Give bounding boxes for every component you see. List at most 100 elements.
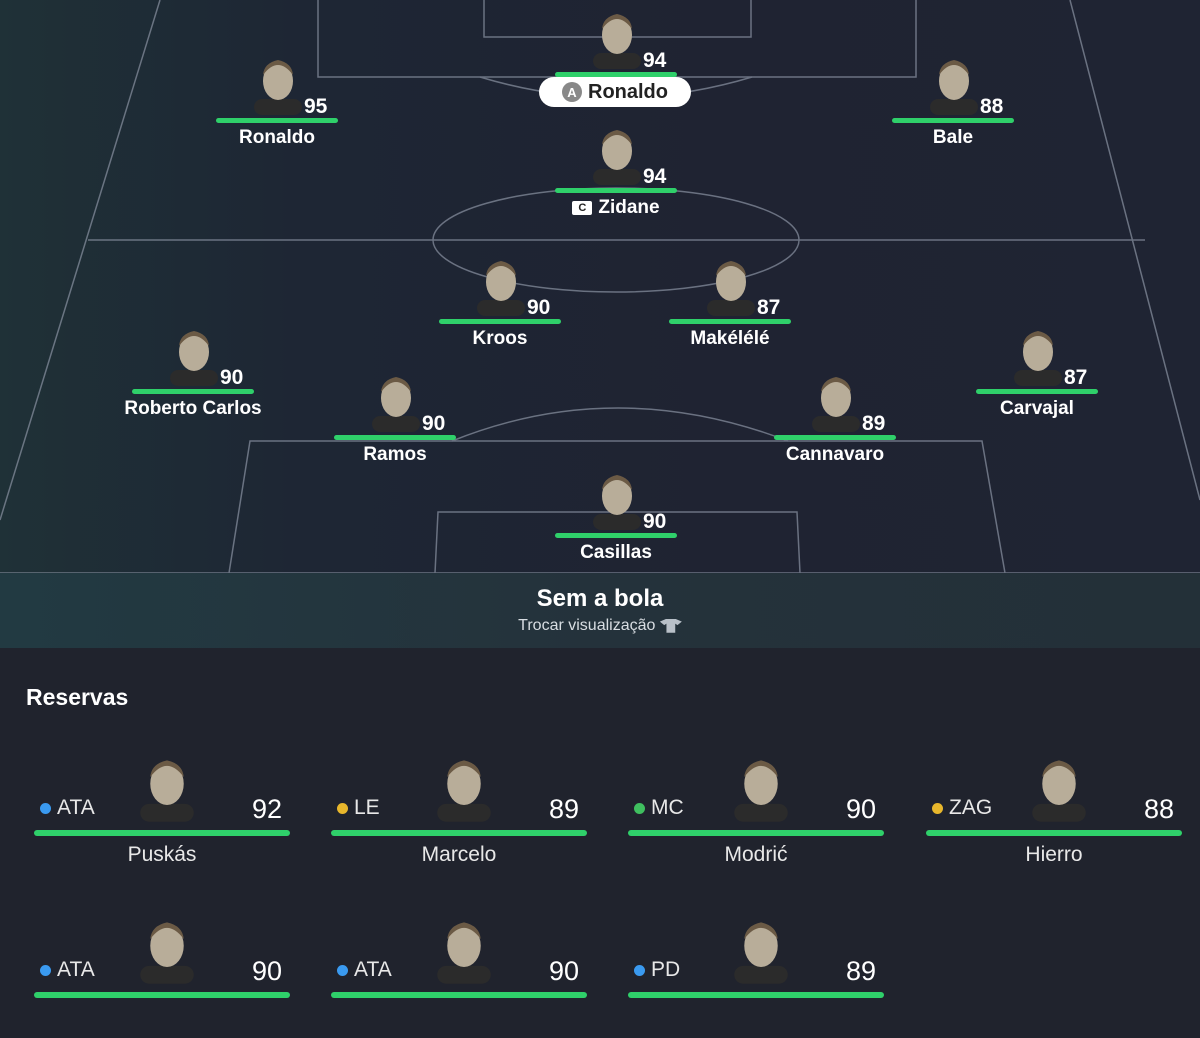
fitness-bar	[334, 435, 456, 440]
player-portrait	[591, 466, 643, 530]
pitch-player[interactable]: 94 A Ronaldo	[539, 5, 691, 115]
player-name: Ramos	[363, 444, 427, 465]
pitch-player[interactable]: 90 Casillas	[551, 466, 681, 576]
pitch-lines	[0, 0, 1200, 573]
player-position: ATA	[354, 958, 392, 981]
player-position: ZAG	[949, 796, 993, 819]
player-name: Carvajal	[1000, 398, 1074, 419]
toggle-view-link[interactable]: Trocar visualização	[518, 617, 656, 634]
player-position: ATA	[57, 958, 95, 981]
player-name: Casillas	[580, 542, 652, 563]
player-name: Zidane	[598, 197, 660, 218]
assistant-captain-icon: A	[562, 82, 582, 102]
position-dot-icon	[337, 802, 348, 814]
player-portrait	[732, 746, 790, 826]
shirt-swap-icon	[659, 618, 682, 633]
player-rating: 92	[251, 794, 282, 824]
fitness-bar	[628, 992, 884, 998]
position-dot-icon	[634, 802, 645, 814]
reserve-player[interactable]: LE 89 Marcelo	[331, 746, 587, 876]
reserve-player[interactable]: PD 89	[628, 908, 884, 1038]
player-portrait	[928, 51, 980, 115]
fitness-bar	[976, 389, 1098, 394]
pitch-player[interactable]: 87 Makélélé	[665, 252, 795, 362]
pitch-player[interactable]: 87 Carvajal	[972, 322, 1102, 432]
player-rating: 90	[527, 296, 551, 319]
reserves-title: Reservas	[26, 684, 129, 710]
reserve-player[interactable]: ATA 90	[34, 908, 290, 1038]
player-portrait	[1012, 322, 1064, 386]
player-portrait	[252, 51, 304, 115]
player-position: ATA	[57, 796, 95, 819]
pitch-player[interactable]: 90 Ramos	[330, 368, 460, 478]
position-dot-icon	[40, 802, 51, 814]
pitch-player[interactable]: 88 Bale	[888, 51, 1018, 161]
player-portrait	[138, 746, 196, 826]
player-name: Bale	[932, 127, 974, 148]
player-rating: 88	[980, 95, 1004, 118]
position-dot-icon	[337, 964, 348, 976]
player-rating: 90	[845, 794, 876, 824]
player-portrait	[370, 368, 422, 432]
player-rating: 95	[304, 95, 328, 118]
player-name: Puskás	[127, 843, 197, 866]
fitness-bar	[892, 118, 1014, 123]
player-portrait	[705, 252, 757, 316]
player-portrait	[1030, 746, 1088, 826]
fitness-bar	[331, 992, 587, 998]
reserve-player[interactable]: ATA 92 Puskás	[34, 746, 290, 876]
position-dot-icon	[932, 802, 943, 814]
pitch-player[interactable]: 94 C Zidane	[551, 121, 681, 231]
player-name: Marcelo	[421, 843, 497, 866]
player-rating: 90	[220, 366, 244, 389]
pitch-player[interactable]: 89 Cannavaro	[770, 368, 900, 478]
fitness-bar	[439, 319, 561, 324]
player-rating: 88	[1143, 794, 1174, 824]
reserve-player[interactable]: ZAG 88 Hierro	[926, 746, 1182, 876]
reserve-player[interactable]: ATA 90	[331, 908, 587, 1038]
player-portrait	[435, 908, 493, 988]
fitness-bar	[774, 435, 896, 440]
position-dot-icon	[634, 964, 645, 976]
player-name: Ronaldo	[239, 127, 315, 148]
player-rating: 87	[1064, 366, 1088, 389]
player-rating: 90	[548, 956, 579, 986]
fitness-bar	[628, 830, 884, 836]
fitness-bar	[555, 533, 677, 538]
player-rating: 90	[422, 412, 446, 435]
player-name: Roberto Carlos	[124, 398, 262, 419]
pitch-player[interactable]: 95 Ronaldo	[212, 51, 342, 161]
player-rating: 90	[251, 956, 282, 986]
fitness-bar	[331, 830, 587, 836]
player-portrait	[810, 368, 862, 432]
player-rating: 89	[845, 956, 876, 986]
player-rating: 90	[643, 510, 667, 533]
player-name: Makélélé	[690, 328, 770, 349]
player-portrait	[591, 121, 643, 185]
player-rating: 87	[757, 296, 781, 319]
fitness-bar	[926, 830, 1182, 836]
player-name: Cannavaro	[785, 444, 885, 465]
player-name: Kroos	[472, 328, 528, 349]
player-rating: 89	[862, 412, 886, 435]
position-dot-icon	[40, 964, 51, 976]
player-position: PD	[651, 958, 681, 981]
fitness-bar	[34, 830, 290, 836]
fitness-bar	[669, 319, 791, 324]
view-banner[interactable]: Sem a bola Trocar visualização	[0, 573, 1200, 648]
player-name-pill: A Ronaldo	[539, 77, 691, 107]
pitch-player[interactable]: 90 Kroos	[435, 252, 565, 362]
banner-title: Sem a bola	[536, 585, 664, 612]
fitness-bar	[216, 118, 338, 123]
player-rating: 89	[548, 794, 579, 824]
fitness-bar	[555, 72, 677, 77]
player-rating: 94	[643, 49, 667, 72]
player-rating: 94	[643, 165, 667, 188]
player-portrait	[168, 322, 220, 386]
player-position: MC	[651, 796, 684, 819]
reserve-player[interactable]: MC 90 Modrić	[628, 746, 884, 876]
pitch-player[interactable]: 90 Roberto Carlos	[124, 322, 262, 432]
fitness-bar	[555, 188, 677, 193]
fitness-bar	[34, 992, 290, 998]
player-position: LE	[354, 796, 380, 819]
